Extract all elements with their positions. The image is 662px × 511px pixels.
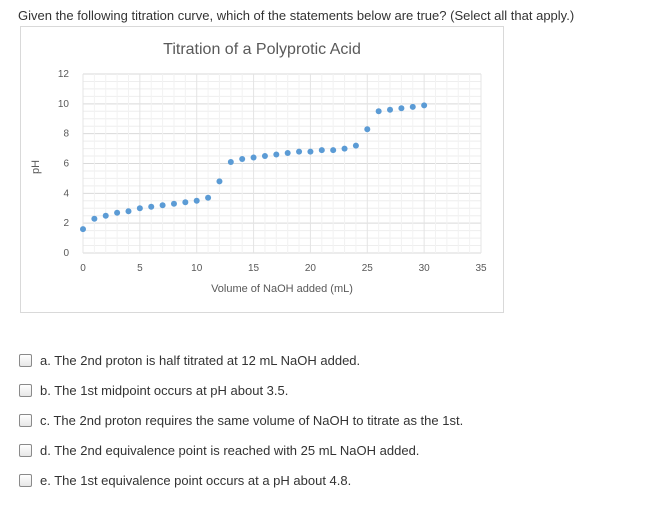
data-point [80, 226, 86, 233]
y-tick-label: 6 [63, 159, 69, 170]
data-point [239, 156, 246, 163]
x-tick-label: 0 [80, 263, 86, 274]
y-tick-label: 10 [58, 99, 70, 110]
data-point [387, 106, 394, 113]
option-a-label[interactable]: a. The 2nd proton is half titrated at 12… [40, 352, 361, 368]
data-point [182, 199, 189, 206]
data-point [193, 197, 200, 204]
x-tick-label: 30 [419, 263, 431, 274]
option-d-label[interactable]: d. The 2nd equivalence point is reached … [40, 442, 420, 458]
y-tick-label: 2 [63, 218, 69, 229]
data-point [148, 203, 155, 210]
chart-canvas: Titration of a Polyprotic Acid 0 2 4 6 8 10 12… [30, 41, 487, 295]
data-point [102, 212, 109, 219]
option-d[interactable]: d. The 2nd equivalence point is reached … [19, 435, 463, 465]
x-tick-label: 5 [137, 263, 143, 274]
titration-chart: Titration of a Polyprotic Acid 0 2 4 6 8 10 12… [20, 26, 504, 313]
data-point [421, 102, 428, 109]
chart-title: Titration of a Polyprotic Acid [163, 41, 361, 58]
question-text: Given the following titration curve, whi… [18, 8, 575, 23]
y-tick-label: 4 [63, 188, 69, 199]
data-point [398, 105, 405, 112]
x-tick-label: 35 [475, 263, 487, 274]
data-point [273, 151, 280, 158]
answer-options: a. The 2nd proton is half titrated at 12… [19, 345, 463, 495]
data-point [227, 159, 234, 166]
option-a-checkbox[interactable] [19, 353, 32, 367]
option-b-label[interactable]: b. The 1st midpoint occurs at pH about 3… [40, 382, 289, 398]
option-b[interactable]: b. The 1st midpoint occurs at pH about 3… [19, 375, 463, 405]
x-tick-label: 20 [305, 263, 317, 274]
option-b-checkbox[interactable] [19, 383, 32, 397]
data-point [375, 108, 382, 115]
option-d-checkbox[interactable] [19, 443, 32, 457]
data-point [296, 148, 303, 155]
option-e-checkbox[interactable] [19, 473, 32, 487]
y-tick-label: 8 [63, 129, 69, 140]
data-point [341, 145, 348, 152]
x-tick-label: 10 [191, 263, 203, 274]
data-point [261, 153, 268, 160]
option-e[interactable]: e. The 1st equivalence point occurs at a… [19, 465, 463, 495]
data-point [307, 148, 314, 155]
x-tick-label: 15 [248, 263, 260, 274]
data-point [91, 215, 98, 222]
data-point [318, 147, 325, 154]
data-point [216, 178, 223, 185]
option-c[interactable]: c. The 2nd proton requires the same volu… [19, 405, 463, 435]
data-point [205, 194, 212, 201]
x-tick-label: 25 [362, 263, 374, 274]
y-axis-label: pH [30, 160, 42, 174]
data-point [170, 200, 177, 207]
data-point [114, 209, 121, 216]
data-point [409, 103, 416, 110]
data-point [159, 202, 166, 209]
data-point [125, 208, 132, 215]
y-axis-ticks: 0 2 4 6 8 10 12 [58, 69, 70, 259]
data-point [330, 147, 337, 154]
option-c-label[interactable]: c. The 2nd proton requires the same volu… [40, 412, 464, 428]
x-axis-label: Volume of NaOH added (mL) [211, 283, 353, 295]
data-point [364, 126, 371, 133]
x-axis-ticks: 0 5 10 15 20 25 30 35 [80, 263, 487, 274]
option-e-label[interactable]: e. The 1st equivalence point occurs at a… [40, 472, 352, 488]
y-tick-label: 12 [58, 69, 70, 80]
y-tick-label: 0 [63, 248, 69, 259]
data-point [284, 150, 291, 157]
data-point [352, 142, 359, 149]
option-c-checkbox[interactable] [19, 413, 32, 427]
data-points [80, 102, 428, 233]
option-a[interactable]: a. The 2nd proton is half titrated at 12… [19, 345, 463, 375]
data-point [250, 154, 257, 161]
chart-grid [82, 73, 482, 254]
data-point [136, 205, 143, 212]
